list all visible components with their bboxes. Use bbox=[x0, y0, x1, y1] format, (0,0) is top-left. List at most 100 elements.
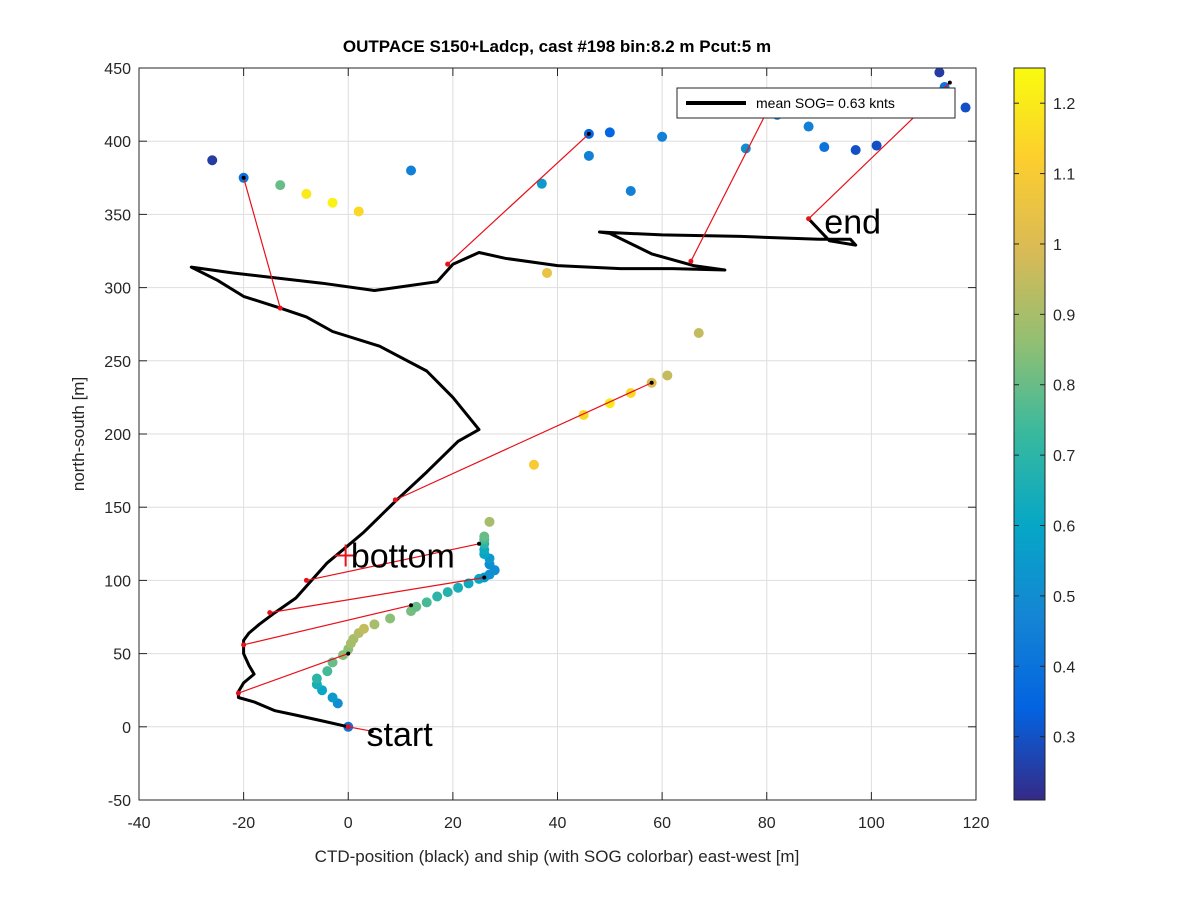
link-end-ctd bbox=[445, 261, 451, 267]
y-tick-label: 0 bbox=[122, 720, 131, 737]
annotation-label: bottom bbox=[351, 538, 455, 576]
ship-point bbox=[311, 673, 322, 684]
ship-point bbox=[604, 127, 615, 138]
ship-point bbox=[819, 142, 830, 153]
colorbar-tick-label: 0.7 bbox=[1053, 448, 1075, 465]
link-end-ship bbox=[947, 80, 952, 85]
ctd-ship-link bbox=[395, 382, 652, 501]
ship-point bbox=[657, 131, 668, 142]
ship-point bbox=[453, 582, 464, 593]
colorbar-gradient bbox=[1014, 68, 1045, 800]
colorbar-tick-label: 0.9 bbox=[1053, 307, 1075, 324]
ship-point bbox=[662, 370, 673, 381]
x-tick-label: 80 bbox=[758, 815, 776, 832]
legend-entry: mean SOG= 0.63 knts bbox=[756, 95, 895, 111]
link-end-ship bbox=[649, 380, 654, 385]
x-tick-label: -20 bbox=[232, 815, 255, 832]
link-end-ctd bbox=[688, 258, 694, 264]
colorbar-tick-label: 0.8 bbox=[1053, 378, 1075, 395]
ship-point bbox=[934, 68, 945, 78]
ctd-ship-link bbox=[243, 604, 412, 646]
ship-point bbox=[207, 155, 218, 166]
x-tick-label: 100 bbox=[858, 815, 885, 832]
x-tick-label: -40 bbox=[127, 815, 150, 832]
ship-point bbox=[301, 188, 312, 199]
ship-point bbox=[275, 180, 286, 191]
colorbar-tick-label: 1 bbox=[1053, 237, 1062, 254]
link-end-ship bbox=[409, 603, 414, 608]
ship-point bbox=[353, 206, 364, 217]
y-tick-label: 350 bbox=[104, 207, 131, 224]
y-axis-label: north-south [m] bbox=[69, 377, 88, 491]
ship-point bbox=[411, 601, 422, 612]
annotation-layer: start bottom end bbox=[351, 204, 881, 754]
ship-point bbox=[369, 619, 380, 630]
colorbar-tick-label: 0.6 bbox=[1053, 519, 1075, 536]
ship-point bbox=[322, 666, 333, 677]
ctd-ship-link bbox=[269, 576, 485, 614]
y-tick-label: 300 bbox=[104, 281, 131, 298]
chart-title: OUTPACE S150+Ladcp, cast #198 bin:8.2 m … bbox=[343, 37, 771, 56]
link-end-ship bbox=[482, 575, 487, 580]
ship-point bbox=[960, 102, 971, 113]
ship-point bbox=[693, 327, 704, 338]
link-end-ctd bbox=[235, 690, 241, 696]
link-end-ship bbox=[477, 541, 482, 546]
colorbar-tick-label: 0.3 bbox=[1053, 730, 1075, 747]
link-end-ship bbox=[346, 651, 351, 656]
link-end-ship bbox=[586, 131, 591, 136]
y-tick-label: 400 bbox=[104, 134, 131, 151]
tick-layer: -40 -20 0 20 40 60 80 100 120 -50 0 50 100 150 200 250 3… bbox=[104, 61, 989, 832]
colorbar-tick-label: 0.5 bbox=[1053, 589, 1075, 606]
y-tick-label: 150 bbox=[104, 500, 131, 517]
ship-point bbox=[542, 267, 553, 278]
ctd-ship-link bbox=[243, 177, 281, 309]
link-end-ctd bbox=[241, 642, 247, 648]
ship-point bbox=[583, 150, 594, 161]
ship-point bbox=[528, 459, 539, 470]
ship-point bbox=[850, 144, 861, 155]
ctd-ship-link bbox=[348, 726, 372, 732]
ship-point bbox=[625, 185, 636, 196]
link-end-ctd bbox=[303, 577, 309, 583]
link-end-ctd bbox=[806, 216, 812, 222]
ship-point bbox=[327, 197, 338, 208]
y-tick-label: 200 bbox=[104, 427, 131, 444]
ship-point bbox=[432, 591, 443, 602]
ship-point bbox=[421, 597, 432, 608]
link-end-ctd bbox=[277, 305, 283, 311]
ship-point bbox=[442, 587, 453, 598]
ship-point bbox=[358, 623, 369, 634]
y-tick-label: 100 bbox=[104, 573, 131, 590]
colorbar-tick-label: 1.2 bbox=[1053, 96, 1075, 113]
ship-point bbox=[406, 165, 417, 176]
link-end-ctd bbox=[392, 497, 398, 503]
ship-point bbox=[871, 140, 882, 151]
ship-point bbox=[740, 143, 751, 154]
ctd-ship-link bbox=[306, 543, 480, 581]
annotation-label: start bbox=[367, 716, 434, 754]
colorbar-frame bbox=[1013, 67, 1046, 801]
ship-point bbox=[479, 531, 490, 542]
link-end-ctd bbox=[267, 610, 273, 616]
link-end-ship bbox=[241, 175, 246, 180]
x-tick-label: 40 bbox=[549, 815, 567, 832]
link-end-ctd bbox=[345, 724, 351, 730]
ship-point bbox=[536, 178, 547, 189]
ship-point bbox=[803, 121, 814, 132]
link-end-ship bbox=[369, 729, 374, 734]
annotation-label: end bbox=[824, 204, 881, 242]
ship-point bbox=[484, 516, 495, 527]
y-tick-label: 250 bbox=[104, 354, 131, 371]
ctd-track-line bbox=[189, 217, 858, 729]
x-tick-label: 120 bbox=[963, 815, 990, 832]
ship-point bbox=[385, 613, 396, 624]
legend: mean SOG= 0.63 knts bbox=[676, 87, 956, 119]
ship-point bbox=[327, 692, 338, 703]
x-axis-label: CTD-position (black) and ship (with SOG … bbox=[315, 847, 800, 866]
x-tick-label: 20 bbox=[444, 815, 462, 832]
y-tick-label: 450 bbox=[104, 61, 131, 78]
ctd-ship-link bbox=[447, 133, 590, 265]
ctd-ship-link bbox=[690, 111, 768, 262]
